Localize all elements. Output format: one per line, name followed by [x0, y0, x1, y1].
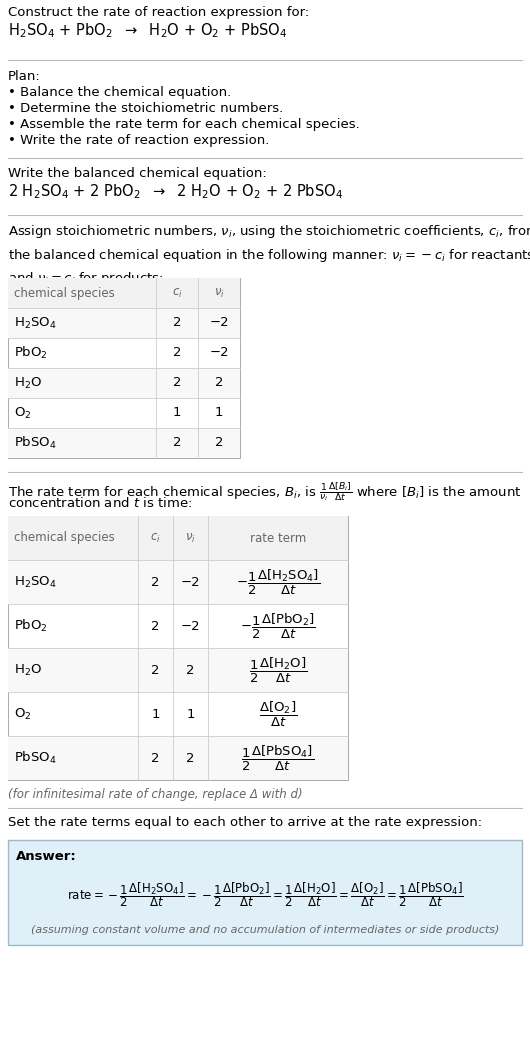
Text: 2: 2 — [186, 751, 195, 765]
Text: $\nu_i$: $\nu_i$ — [214, 287, 224, 299]
Text: 2: 2 — [173, 317, 181, 329]
Text: 1: 1 — [151, 707, 160, 721]
Bar — [8, 560, 348, 604]
Text: $-\dfrac{1}{2}\dfrac{\Delta[\mathrm{H_2SO_4}]}{\Delta t}$: $-\dfrac{1}{2}\dfrac{\Delta[\mathrm{H_2S… — [236, 567, 320, 596]
Text: $\mathrm{rate} = -\dfrac{1}{2}\dfrac{\Delta[\mathrm{H_2SO_4}]}{\Delta t} = -\dfr: $\mathrm{rate} = -\dfrac{1}{2}\dfrac{\De… — [67, 881, 463, 909]
Bar — [8, 428, 240, 458]
Text: −2: −2 — [181, 619, 200, 633]
Text: • Write the rate of reaction expression.: • Write the rate of reaction expression. — [8, 134, 269, 147]
Bar — [8, 736, 348, 780]
Text: (assuming constant volume and no accumulation of intermediates or side products): (assuming constant volume and no accumul… — [31, 925, 499, 935]
Bar — [8, 516, 348, 780]
Text: • Balance the chemical equation.: • Balance the chemical equation. — [8, 86, 231, 99]
Text: (for infinitesimal rate of change, replace Δ with d): (for infinitesimal rate of change, repla… — [8, 788, 303, 801]
Text: chemical species: chemical species — [14, 531, 115, 545]
Text: concentration and $t$ is time:: concentration and $t$ is time: — [8, 496, 192, 510]
Bar — [8, 840, 522, 945]
Text: $\mathregular{H_2SO_4}$: $\mathregular{H_2SO_4}$ — [14, 316, 57, 331]
Text: 2: 2 — [173, 377, 181, 389]
Text: $\nu_i$: $\nu_i$ — [185, 531, 196, 545]
Text: $-\dfrac{1}{2}\dfrac{\Delta[\mathrm{PbO_2}]}{\Delta t}$: $-\dfrac{1}{2}\dfrac{\Delta[\mathrm{PbO_… — [240, 612, 316, 640]
Text: $\dfrac{1}{2}\dfrac{\Delta[\mathrm{PbSO_4}]}{\Delta t}$: $\dfrac{1}{2}\dfrac{\Delta[\mathrm{PbSO_… — [242, 744, 314, 773]
Bar — [8, 516, 348, 560]
Text: Assign stoichiometric numbers, $\nu_i$, using the stoichiometric coefficients, $: Assign stoichiometric numbers, $\nu_i$, … — [8, 223, 530, 288]
Text: Write the balanced chemical equation:: Write the balanced chemical equation: — [8, 167, 267, 180]
Bar — [8, 308, 240, 338]
Text: $c_i$: $c_i$ — [150, 531, 161, 545]
Text: $\mathregular{PbSO_4}$: $\mathregular{PbSO_4}$ — [14, 435, 57, 451]
Text: −2: −2 — [209, 317, 229, 329]
Text: • Determine the stoichiometric numbers.: • Determine the stoichiometric numbers. — [8, 103, 283, 115]
Bar — [8, 278, 240, 308]
Text: Construct the rate of reaction expression for:: Construct the rate of reaction expressio… — [8, 6, 309, 19]
Text: $\mathregular{PbO_2}$: $\mathregular{PbO_2}$ — [14, 618, 48, 634]
Text: 2: 2 — [186, 663, 195, 677]
Text: Plan:: Plan: — [8, 70, 41, 83]
Text: The rate term for each chemical species, $B_i$, is $\frac{1}{\nu_i}\frac{\Delta[: The rate term for each chemical species,… — [8, 480, 522, 503]
Text: −2: −2 — [181, 575, 200, 589]
Text: 1: 1 — [186, 707, 195, 721]
Text: −2: −2 — [209, 346, 229, 360]
Bar — [8, 278, 240, 458]
Text: • Assemble the rate term for each chemical species.: • Assemble the rate term for each chemic… — [8, 118, 360, 131]
Text: chemical species: chemical species — [14, 287, 115, 299]
Text: $\mathregular{PbSO_4}$: $\mathregular{PbSO_4}$ — [14, 750, 57, 766]
Text: 2: 2 — [173, 436, 181, 450]
Text: $\mathregular{H_2O}$: $\mathregular{H_2O}$ — [14, 662, 42, 678]
Text: $c_i$: $c_i$ — [172, 287, 182, 299]
Text: $\mathregular{H_2SO_4}$: $\mathregular{H_2SO_4}$ — [14, 574, 57, 590]
Text: 2: 2 — [151, 751, 160, 765]
Text: $\mathregular{PbO_2}$: $\mathregular{PbO_2}$ — [14, 345, 48, 361]
Text: 1: 1 — [215, 407, 223, 419]
Text: $\dfrac{\Delta[\mathrm{O_2}]}{\Delta t}$: $\dfrac{\Delta[\mathrm{O_2}]}{\Delta t}$ — [259, 700, 297, 729]
Text: 2 $\mathregular{H_2SO_4}$ + 2 PbO$_2$  $\rightarrow$  2 $\mathregular{H_2O}$ + O: 2 $\mathregular{H_2SO_4}$ + 2 PbO$_2$ $\… — [8, 182, 343, 201]
Text: 2: 2 — [151, 575, 160, 589]
Text: 2: 2 — [215, 377, 223, 389]
Bar — [8, 649, 348, 692]
Text: $\mathregular{O_2}$: $\mathregular{O_2}$ — [14, 406, 31, 420]
Text: $\mathregular{H_2SO_4}$ + PbO$_2$  $\rightarrow$  $\mathregular{H_2O}$ + O$_2$ +: $\mathregular{H_2SO_4}$ + PbO$_2$ $\righ… — [8, 21, 287, 40]
Text: 1: 1 — [173, 407, 181, 419]
Text: Answer:: Answer: — [16, 850, 77, 863]
Text: 2: 2 — [173, 346, 181, 360]
Text: 2: 2 — [151, 619, 160, 633]
Text: $\dfrac{1}{2}\dfrac{\Delta[\mathrm{H_2O}]}{\Delta t}$: $\dfrac{1}{2}\dfrac{\Delta[\mathrm{H_2O}… — [249, 656, 307, 685]
Bar — [8, 368, 240, 397]
Text: rate term: rate term — [250, 531, 306, 545]
Text: $\mathregular{O_2}$: $\mathregular{O_2}$ — [14, 706, 31, 722]
Text: Set the rate terms equal to each other to arrive at the rate expression:: Set the rate terms equal to each other t… — [8, 816, 482, 829]
Text: $\mathregular{H_2O}$: $\mathregular{H_2O}$ — [14, 376, 42, 390]
Text: 2: 2 — [215, 436, 223, 450]
Text: 2: 2 — [151, 663, 160, 677]
